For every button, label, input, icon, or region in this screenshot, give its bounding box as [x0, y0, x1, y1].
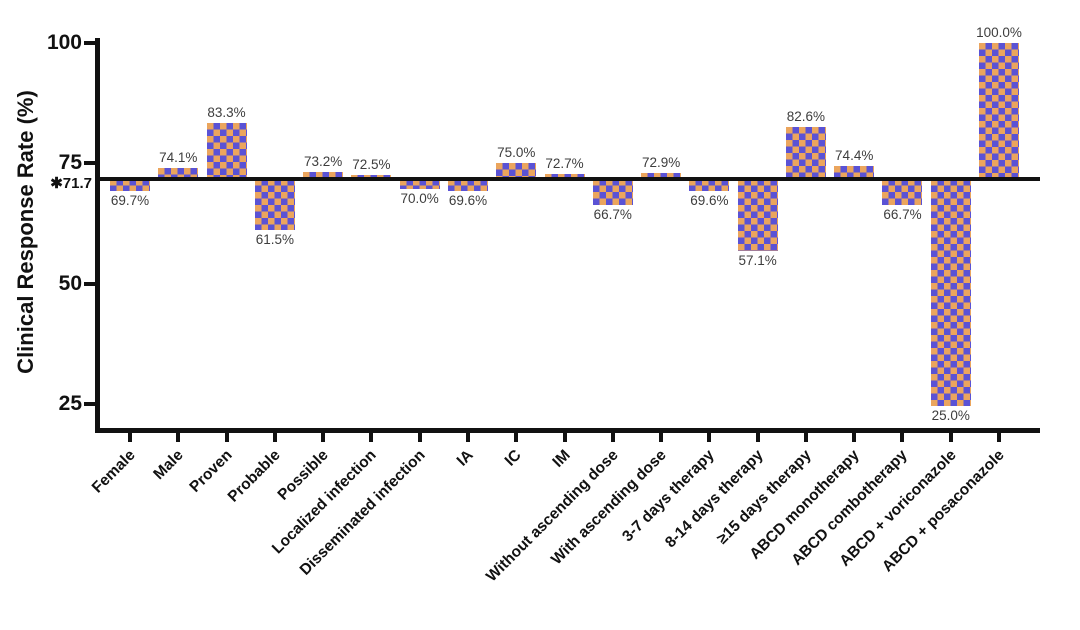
- y-tick-label-25: 25: [58, 391, 82, 415]
- value-label-male: 74.1%: [159, 149, 198, 165]
- x-tick-3-7-days-therapy: [707, 428, 712, 442]
- baseline-rule: [95, 177, 1040, 181]
- bar-proven: [206, 123, 247, 182]
- y-tick-label-50: 50: [58, 271, 82, 295]
- x-tick-disseminated-infection: [417, 428, 422, 442]
- y-tick-50: [84, 281, 95, 286]
- value-label-female: 69.7%: [110, 192, 150, 208]
- value-label-disseminated-infection: 70.0%: [400, 191, 439, 207]
- bar-probable: [254, 179, 295, 231]
- bar-possible: [303, 171, 344, 182]
- y-tick-75: [84, 161, 95, 166]
- x-tick-abcd-combotherapy: [900, 428, 905, 442]
- value-label-8-14-days-therapy: 57.1%: [738, 253, 777, 269]
- bar-female: [110, 179, 150, 191]
- bar-disseminated-infection: [399, 179, 440, 190]
- bar-15-days-therapy: [785, 126, 826, 182]
- bar-without-ascending-dose: [592, 179, 633, 206]
- x-tick-with-ascending-dose: [659, 428, 664, 442]
- bar-8-14-days-therapy: [737, 179, 778, 252]
- bar-ic: [496, 163, 537, 182]
- value-label-ia: 69.6%: [448, 193, 488, 209]
- x-tick-ic: [514, 428, 519, 442]
- bar-abcd-voriconazole: [930, 179, 971, 406]
- bar-3-7-days-therapy: [689, 179, 730, 192]
- value-label-abcd-voriconazole: 25.0%: [931, 407, 970, 423]
- x-tick-proven: [224, 428, 229, 442]
- x-tick-15-days-therapy: [803, 428, 808, 442]
- y-tick-25: [84, 401, 95, 406]
- value-label-ic: 75.0%: [497, 145, 536, 161]
- y-tick-label-75: 75: [58, 151, 82, 175]
- value-label-proven: 83.3%: [207, 105, 246, 121]
- value-label-15-days-therapy: 82.6%: [786, 108, 826, 124]
- value-label-localized-infection: 72.5%: [352, 157, 391, 173]
- x-tick-female: [128, 428, 132, 442]
- x-tick-abcd-posaconazole: [997, 428, 1002, 442]
- x-axis-line: [95, 428, 1040, 433]
- y-tick-100: [84, 41, 95, 45]
- value-label-probable: 61.5%: [255, 232, 294, 248]
- x-tick-abcd-monotherapy: [852, 428, 857, 442]
- value-label-possible: 73.2%: [303, 153, 343, 169]
- value-label-without-ascending-dose: 66.7%: [593, 207, 632, 223]
- bar-abcd-combotherapy: [882, 179, 923, 206]
- y-axis-line: [95, 38, 100, 433]
- value-label-abcd-posaconazole: 100.0%: [976, 25, 1022, 40]
- bar-ia: [447, 179, 488, 192]
- x-tick-male: [176, 428, 181, 442]
- x-tick-possible: [321, 428, 326, 442]
- x-tick-localized-infection: [369, 428, 374, 442]
- baseline-label: ✱71.7: [50, 175, 92, 192]
- x-tick-ia: [465, 428, 470, 442]
- x-tick-im: [562, 428, 567, 442]
- x-tick-probable: [272, 428, 277, 442]
- y-tick-label-100: 100: [46, 31, 82, 54]
- x-tick-without-ascending-dose: [610, 428, 615, 442]
- value-label-3-7-days-therapy: 69.6%: [690, 193, 729, 209]
- value-label-im: 72.7%: [545, 156, 584, 172]
- x-tick-8-14-days-therapy: [755, 428, 760, 442]
- x-tick-abcd-voriconazole: [948, 428, 953, 442]
- value-label-abcd-combotherapy: 66.7%: [883, 207, 922, 223]
- bar-abcd-posaconazole: [979, 43, 1020, 182]
- value-label-abcd-monotherapy: 74.4%: [835, 148, 874, 164]
- value-label-with-ascending-dose: 72.9%: [641, 155, 681, 171]
- y-axis-title: Clinical Response Rate (%): [13, 90, 38, 374]
